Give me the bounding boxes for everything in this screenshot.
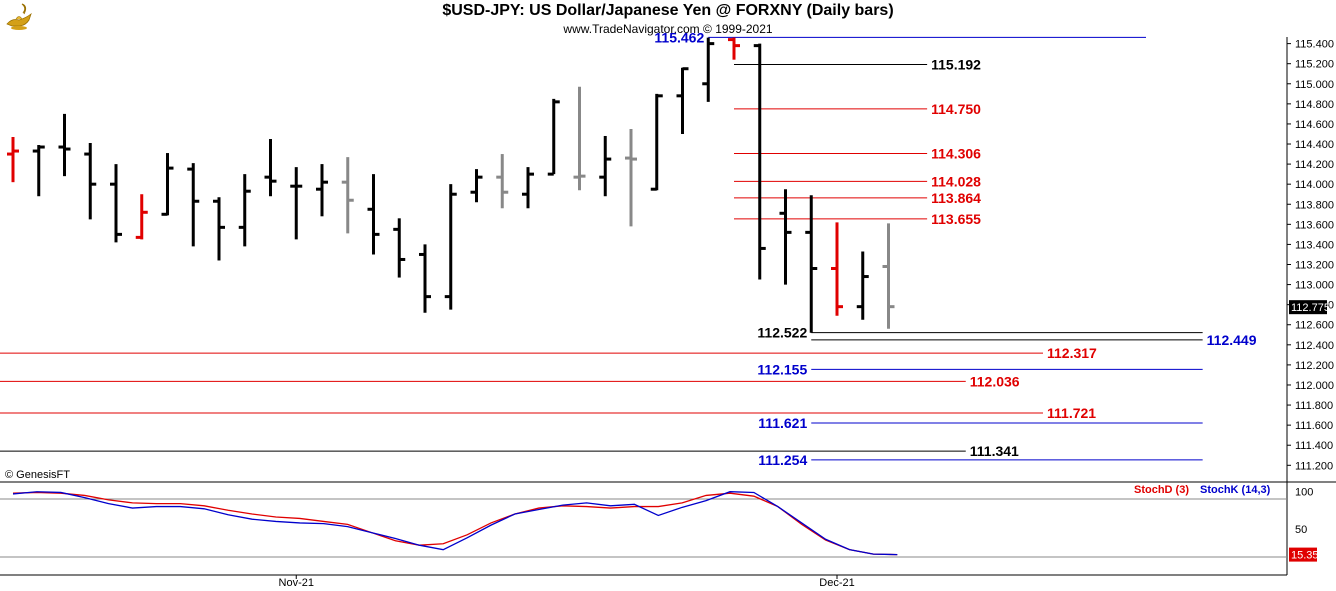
level-label: 112.449 bbox=[1207, 332, 1257, 348]
level-label: 112.036 bbox=[970, 373, 1020, 389]
copyright-label: © GenesisFT bbox=[5, 469, 70, 481]
last-price-label: 112.775 bbox=[1291, 302, 1330, 314]
stoch-last-box bbox=[1289, 547, 1317, 562]
price-axis: 115.400 115.200 115.000 114.800 114.600 114.4… bbox=[1287, 39, 1334, 472]
price-tick-label: 114.000 bbox=[1295, 179, 1334, 191]
stoch-tick-label: 50 bbox=[1295, 524, 1307, 536]
price-tick-label: 114.600 bbox=[1295, 119, 1334, 131]
price-panel-frame bbox=[0, 37, 1336, 576]
price-tick-label: 111.800 bbox=[1295, 400, 1333, 412]
price-tick-label: 114.800 bbox=[1295, 99, 1334, 111]
price-tick-label: 114.200 bbox=[1295, 159, 1334, 171]
level-label: 111.621 bbox=[758, 415, 807, 431]
stoch-line bbox=[12, 491, 898, 556]
price-tick-label: 113.400 bbox=[1295, 239, 1334, 251]
level-label: 114.306 bbox=[931, 145, 981, 161]
price-tick-label: 115.200 bbox=[1295, 59, 1334, 71]
level-label: 111.721 bbox=[1047, 405, 1096, 421]
price-tick-label: 112.000 bbox=[1295, 380, 1334, 392]
price-tick-label: 111.600 bbox=[1295, 420, 1333, 432]
stochd-legend: StochD (3) bbox=[1134, 484, 1189, 496]
level-label: 113.864 bbox=[931, 190, 981, 206]
level-label: 111.341 bbox=[970, 443, 1019, 459]
chart-subtitle: www.TradeNavigator.com © 1999-2021 bbox=[563, 22, 773, 36]
price-tick-label: 112.400 bbox=[1295, 340, 1334, 352]
price-tick-label: 113.200 bbox=[1295, 259, 1334, 271]
price-tick-label: 113.800 bbox=[1295, 199, 1334, 211]
price-tick-label: 115.000 bbox=[1295, 79, 1334, 91]
price-tick-label: 115.400 bbox=[1295, 39, 1334, 51]
level-label: 112.317 bbox=[1047, 345, 1097, 361]
price-tick-label: 112.600 bbox=[1295, 320, 1334, 332]
level-label: 112.155 bbox=[757, 361, 807, 377]
level-label: 114.028 bbox=[931, 173, 981, 189]
chart-title: $USD-JPY: US Dollar/Japanese Yen @ FORXN… bbox=[442, 2, 894, 19]
level-label: 113.655 bbox=[931, 211, 981, 227]
stoch-last-label: 15.35 bbox=[1291, 550, 1319, 562]
date-label: Dec-21 bbox=[819, 577, 854, 589]
level-label: 111.254 bbox=[758, 452, 807, 468]
stochastic-panel: 100 50 StochD (3) StochK (14,3) 15.35 bbox=[12, 484, 1319, 562]
price-tick-label: 112.200 bbox=[1295, 360, 1334, 372]
price-tick-label: 114.400 bbox=[1295, 139, 1334, 151]
ohlc-bars bbox=[7, 37, 895, 333]
date-label: Nov-21 bbox=[279, 577, 314, 589]
last-price-box bbox=[1289, 300, 1327, 315]
stochk-legend: StochK (14,3) bbox=[1200, 484, 1271, 496]
level-lines: 115.462 115.192 114.750 114.306 114.028113.8… bbox=[0, 29, 1257, 468]
level-label: 115.192 bbox=[931, 56, 981, 72]
stoch-line bbox=[12, 491, 898, 556]
genie-lamp-icon bbox=[6, 3, 32, 30]
price-tick-label: 111.200 bbox=[1295, 460, 1333, 472]
price-tick-label: 113.600 bbox=[1295, 219, 1334, 231]
price-tick-label: 111.400 bbox=[1295, 440, 1333, 452]
level-label: 115.462 bbox=[654, 29, 704, 45]
level-label: 112.522 bbox=[757, 325, 807, 341]
price-tick-label: 113.000 bbox=[1295, 280, 1334, 292]
level-label: 114.750 bbox=[931, 101, 981, 117]
date-axis: Nov-21 Dec-21 bbox=[279, 575, 855, 589]
stoch-tick-label: 100 bbox=[1295, 487, 1313, 499]
